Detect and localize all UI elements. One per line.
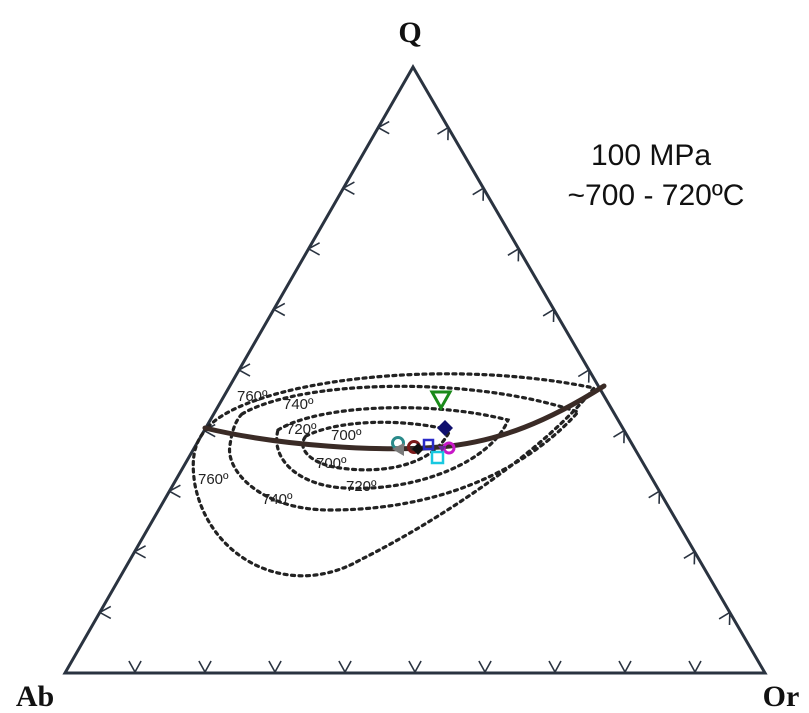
bottom-side-tick xyxy=(688,660,702,674)
vertex-label-q: Q xyxy=(398,16,421,49)
isotherm-700-contour xyxy=(301,420,453,472)
bottom-side-tick xyxy=(408,660,422,674)
right-side-tick xyxy=(648,489,661,504)
isotherm-label-760-upper: 760º xyxy=(237,388,268,405)
isotherm-760-contour xyxy=(191,372,597,578)
purple-marker-sample xyxy=(438,446,446,452)
bottom-side-tick xyxy=(478,660,492,674)
vertex-label-or: Or xyxy=(763,680,800,713)
gray-marker-sample xyxy=(392,443,404,456)
right-side-tick xyxy=(472,186,485,201)
temperature-label: ~700 - 720ºC xyxy=(568,179,745,212)
right-side-tick xyxy=(718,610,731,626)
bottom-side-tick xyxy=(268,660,282,674)
right-side-tick xyxy=(542,307,555,323)
isotherm-label-720-upper: 720º xyxy=(286,421,317,438)
right-side-tick xyxy=(577,368,590,383)
isotherm-label-720-lower: 720º xyxy=(346,478,377,495)
isotherm-label-740-lower: 740º xyxy=(262,491,293,508)
green-triangle-sample xyxy=(429,390,453,412)
isotherm-label-700-lower: 700º xyxy=(316,455,347,472)
sample-markers xyxy=(391,390,456,465)
cyan-square-sample xyxy=(430,450,445,465)
right-side-tick xyxy=(507,247,520,262)
pressure-label: 100 MPa xyxy=(591,139,711,172)
bottom-side-tick xyxy=(128,660,142,674)
vertex-label-ab: Ab xyxy=(16,680,54,713)
bottom-side-tick xyxy=(548,660,562,674)
bottom-side-tick xyxy=(338,660,352,674)
isotherm-740-contour xyxy=(227,384,581,512)
right-side-tick xyxy=(437,126,450,141)
bottom-side-tick xyxy=(618,660,632,674)
isotherm-label-760-lower: 760º xyxy=(198,471,229,488)
navy-diamond-sample xyxy=(437,420,453,436)
ternary-triangle-frame xyxy=(62,64,768,675)
bottom-side-tick xyxy=(198,660,212,674)
isotherm-contours xyxy=(191,372,597,578)
isotherm-label-740-upper: 740º xyxy=(283,396,314,413)
isotherm-labels: 760º 740º 720º 700º 700º 720º 760º 740º xyxy=(198,388,377,508)
isotherm-720-contour xyxy=(275,406,511,490)
right-side-tick xyxy=(613,429,626,444)
right-side-tick xyxy=(683,550,696,565)
black-diamond-sample xyxy=(412,443,424,455)
blue-square-sample xyxy=(422,438,435,451)
isotherm-label-700-upper: 700º xyxy=(331,427,362,444)
